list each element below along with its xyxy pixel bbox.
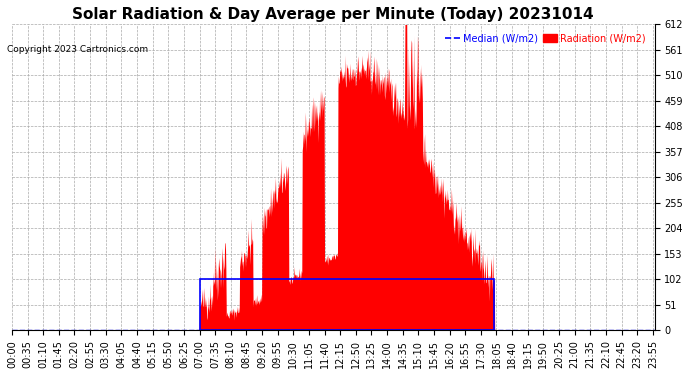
Title: Solar Radiation & Day Average per Minute (Today) 20231014: Solar Radiation & Day Average per Minute… (72, 7, 594, 22)
Legend: Median (W/m2), Radiation (W/m2): Median (W/m2), Radiation (W/m2) (442, 29, 650, 47)
Text: Copyright 2023 Cartronics.com: Copyright 2023 Cartronics.com (7, 45, 148, 54)
